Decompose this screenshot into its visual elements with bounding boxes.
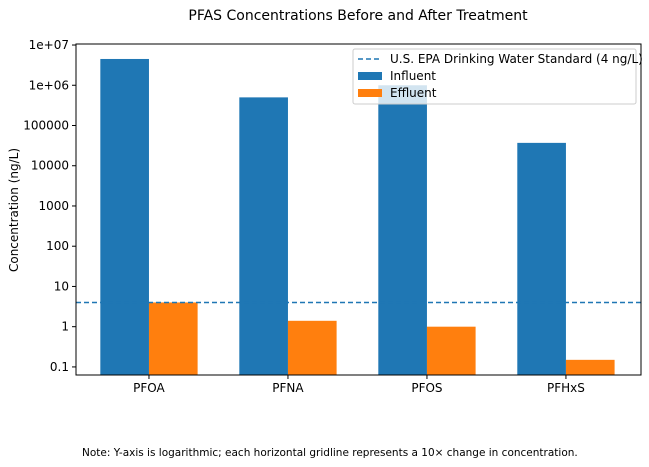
effluent-bar-pfhxs [565,359,615,375]
influent-bar-pfos [378,85,427,375]
legend-influent-label: Influent [390,69,436,83]
plot-frame [75,43,642,376]
footnote: Note: Y-axis is logarithmic; each horizo… [82,447,578,459]
y-tick-label: 1000 [38,199,69,213]
legend-effluent-swatch [358,89,382,97]
y-tick-label: 10 [54,279,69,293]
effluent-bar-pfos [426,326,476,375]
chart-title: PFAS Concentrations Before and After Tre… [188,8,528,24]
y-axis-label: Concentration (ng/L) [7,148,21,272]
y-tick-label: 0.1 [50,360,69,374]
legend: U.S. EPA Drinking Water Standard (4 ng/L… [352,48,643,105]
y-tick-label: 10000 [31,159,69,173]
legend-influent-swatch [358,72,382,80]
y-tick-label: 1e+06 [29,78,69,92]
effluent-bar-pfna [287,320,337,375]
effluent-bar-pfoa [148,302,198,375]
y-tick-label: 100 [46,239,69,253]
y-tick-label: 1 [61,320,69,334]
x-tick-label: PFOA [133,381,165,395]
x-tick-label: PFHxS [547,381,585,395]
legend-box [352,48,637,105]
y-tick-label: 100000 [23,118,69,132]
influent-bar-pfna [239,97,288,375]
influent-bar-pfhxs [517,142,566,375]
legend-ref-label: U.S. EPA Drinking Water Standard (4 ng/L… [390,52,643,66]
influent-bar-pfoa [100,58,149,376]
x-tick-label: PFNA [272,381,304,395]
y-tick-label: 1e+07 [29,38,69,52]
legend-effluent-label: Effluent [390,86,437,100]
x-tick-label: PFOS [411,381,442,395]
